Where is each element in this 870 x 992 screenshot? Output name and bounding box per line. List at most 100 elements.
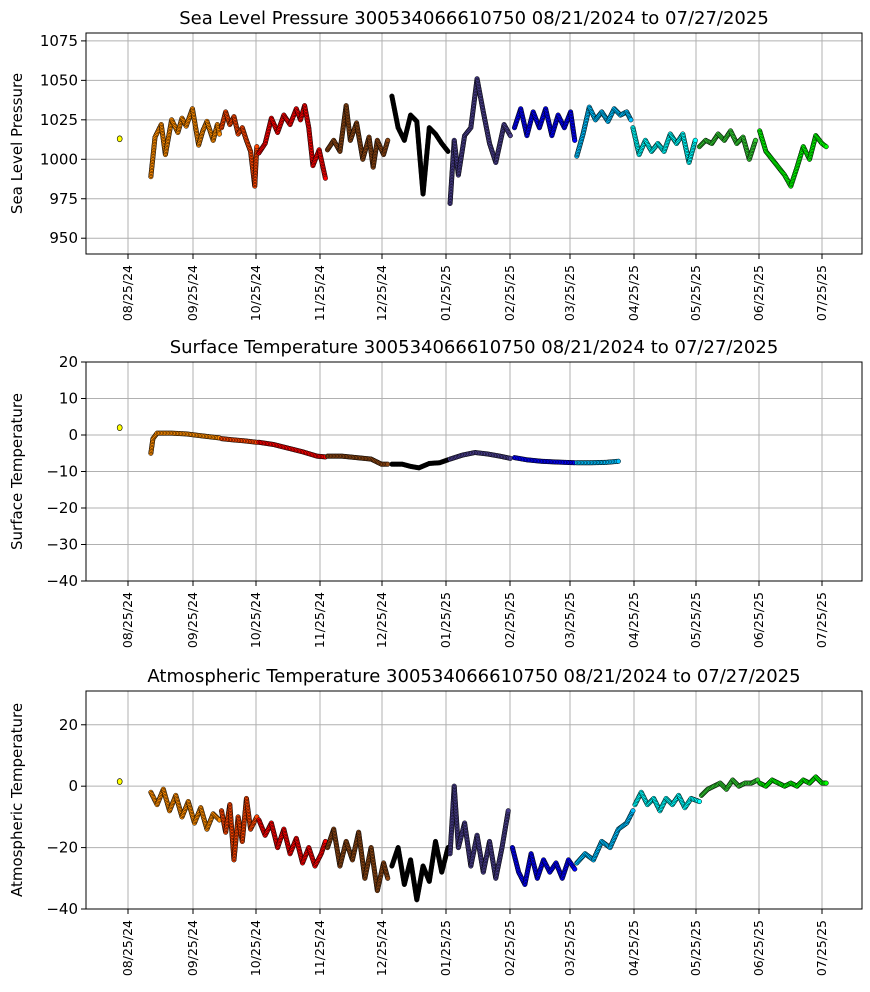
- data-point: [216, 131, 222, 137]
- series-4: [256, 817, 328, 869]
- series-10: [632, 789, 702, 814]
- x-tick-label: 04/25/25: [626, 265, 641, 321]
- chart-title: Surface Temperature 300534066610750 08/2…: [170, 337, 779, 358]
- x-tick-label: 10/25/24: [248, 920, 263, 976]
- x-tick-label: 12/25/24: [374, 265, 389, 321]
- x-tick-label: 02/25/25: [502, 592, 517, 648]
- x-tick-label: 09/25/24: [185, 265, 200, 321]
- series-5: [324, 103, 391, 170]
- y-tick-label: 950: [49, 229, 78, 247]
- data-point: [385, 137, 391, 143]
- x-tick-label: 09/25/24: [185, 920, 200, 976]
- y-tick-label: 1050: [40, 71, 78, 89]
- y-tick-label: −40: [46, 572, 78, 590]
- y-tick-label: 1000: [40, 150, 78, 168]
- x-tick-label: 07/25/25: [814, 592, 829, 648]
- data-point: [823, 144, 829, 150]
- data-point: [505, 808, 511, 814]
- series-10: [630, 125, 698, 165]
- x-tick-label: 06/25/25: [751, 920, 766, 976]
- data-point: [254, 144, 260, 150]
- x-tick-label: 07/25/25: [814, 920, 829, 976]
- series-12: [757, 128, 829, 189]
- series-4: [256, 103, 328, 181]
- y-axis-label: Surface Temperature: [8, 393, 26, 550]
- series-1: [116, 778, 123, 785]
- y-axis-label: Sea Level Pressure: [8, 73, 26, 214]
- y-tick-label: 20: [59, 353, 78, 371]
- y-tick-label: 1075: [40, 32, 78, 50]
- y-axis-label: Atmospheric Temperature: [8, 703, 26, 897]
- data-point: [630, 808, 636, 814]
- data-point: [823, 780, 829, 786]
- series-6: [389, 838, 451, 903]
- x-tick-label: 09/25/24: [185, 592, 200, 648]
- x-tick-label: 12/25/24: [374, 920, 389, 976]
- series-6: [389, 457, 451, 471]
- series-3: [218, 795, 260, 863]
- series-2: [148, 786, 222, 832]
- series-7: [447, 76, 513, 207]
- x-tick-label: 07/25/25: [814, 265, 829, 321]
- series-7: [447, 449, 513, 462]
- x-tick-label: 04/25/25: [626, 592, 641, 648]
- data-point: [385, 875, 391, 881]
- y-tick-label: 975: [49, 190, 78, 208]
- data-point: [696, 798, 702, 805]
- x-tick-label: 04/25/25: [626, 920, 641, 976]
- series-9: [574, 104, 634, 159]
- y-tick-label: −20: [46, 839, 78, 857]
- series-11: [696, 128, 759, 162]
- series-1: [116, 424, 123, 432]
- series-8: [511, 106, 578, 143]
- data-point: [572, 137, 578, 143]
- x-tick-label: 03/25/25: [562, 920, 577, 976]
- data-point: [116, 424, 123, 432]
- y-tick-label: −10: [46, 463, 78, 481]
- x-tick-label: 02/25/25: [502, 920, 517, 976]
- x-tick-label: 10/25/24: [248, 265, 263, 321]
- x-tick-label: 06/25/25: [751, 265, 766, 321]
- x-tick-label: 11/25/24: [312, 920, 327, 976]
- x-tick-label: 08/25/24: [120, 592, 135, 648]
- x-tick-label: 05/25/25: [688, 920, 703, 976]
- plot-frame: [85, 690, 863, 910]
- data-point: [615, 458, 621, 464]
- data-point: [507, 133, 513, 139]
- series-2: [148, 430, 222, 456]
- data-point: [692, 137, 698, 143]
- data-point: [322, 175, 328, 181]
- x-tick-label: 06/25/25: [751, 592, 766, 648]
- data-point: [445, 148, 451, 154]
- series-2: [148, 106, 222, 180]
- series-9: [574, 808, 636, 866]
- x-tick-label: 11/25/24: [312, 265, 327, 321]
- series-4: [256, 439, 328, 460]
- x-tick-label: 02/25/25: [502, 265, 517, 321]
- x-tick-label: 05/25/25: [688, 265, 703, 321]
- x-tick-label: 08/25/24: [120, 920, 135, 976]
- series-11: [698, 777, 761, 798]
- y-tick-label: 10: [59, 390, 78, 408]
- x-tick-label: 03/25/25: [562, 265, 577, 321]
- y-tick-label: −30: [46, 536, 78, 554]
- series-6: [389, 93, 451, 197]
- data-point: [116, 135, 123, 143]
- chart-panel-3: −40 −20 0 20 08/25/24 09/25/24 10/25/24 11/25/2…: [8, 666, 863, 976]
- x-tick-label: 01/25/25: [438, 265, 453, 321]
- x-tick-label: 01/25/25: [438, 920, 453, 976]
- series-8: [511, 455, 578, 466]
- y-tick-label: −40: [46, 900, 78, 918]
- chart-title: Sea Level Pressure 300534066610750 08/21…: [179, 8, 769, 29]
- series-9: [574, 458, 621, 466]
- series-5: [324, 826, 391, 894]
- x-tick-label: 08/25/24: [120, 265, 135, 321]
- chart-panel-1: 950 975 1000 1025 1050 1075 08/25/24 09/25/24 10…: [8, 8, 863, 321]
- x-tick-label: 12/25/24: [374, 592, 389, 648]
- data-point: [752, 137, 759, 143]
- x-tick-label: 03/25/25: [562, 592, 577, 648]
- series-1: [116, 135, 123, 143]
- series-7: [447, 783, 511, 881]
- chart-title: Atmospheric Temperature 300534066610750 …: [147, 666, 800, 687]
